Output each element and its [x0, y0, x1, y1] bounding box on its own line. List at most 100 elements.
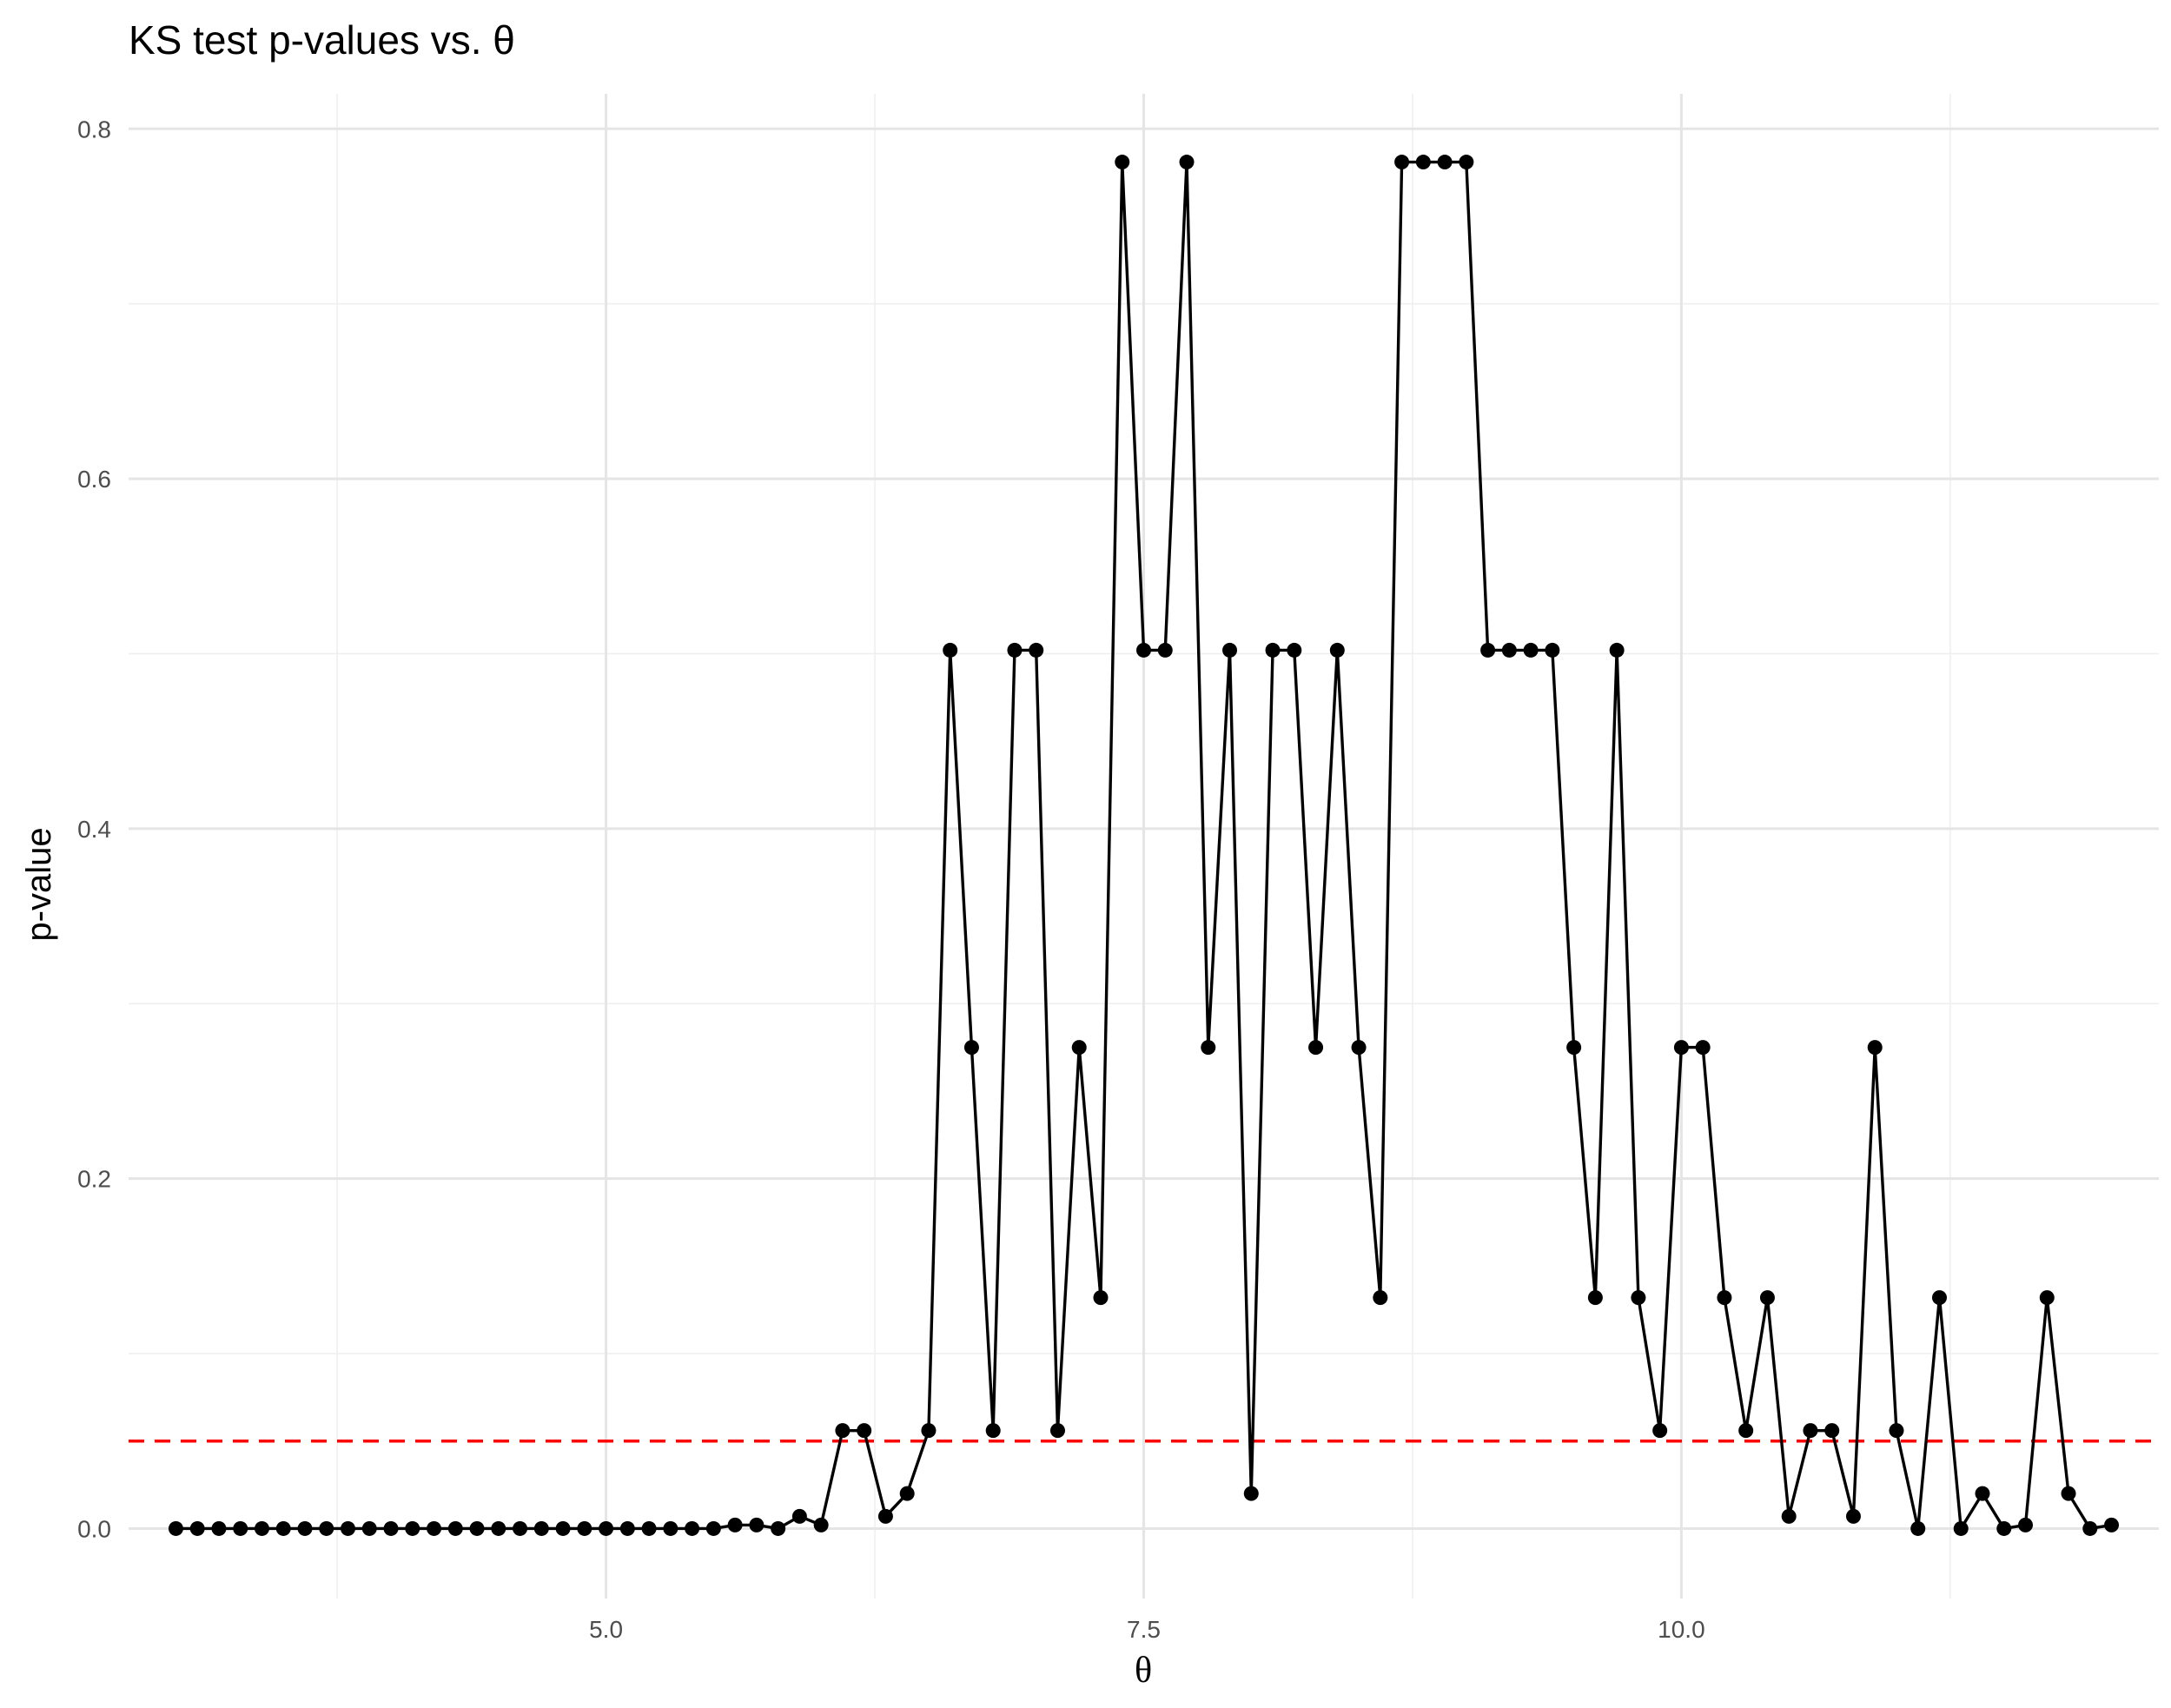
data-point: [491, 1520, 506, 1536]
data-point: [1049, 1423, 1065, 1439]
data-point: [1459, 155, 1474, 170]
x-tick-label: 10.0: [1658, 1616, 1705, 1643]
data-point: [1071, 1040, 1087, 1056]
data-point: [168, 1520, 183, 1536]
data-point: [1695, 1040, 1711, 1056]
data-point: [749, 1517, 764, 1533]
y-tick-label: 0.2: [77, 1166, 111, 1193]
data-point: [1845, 1508, 1861, 1524]
y-tick-label: 0.8: [77, 116, 111, 142]
data-point: [577, 1520, 592, 1536]
data-point: [254, 1520, 269, 1536]
data-point: [1803, 1423, 1818, 1439]
data-point: [985, 1423, 1001, 1439]
x-axis-title: θ: [1135, 1651, 1152, 1691]
y-axis-tick-labels: 0.0 0.2 0.4 0.6 0.8: [77, 116, 111, 1542]
data-point: [1631, 1290, 1646, 1306]
data-point: [233, 1520, 248, 1536]
data-point: [2082, 1520, 2098, 1536]
y-tick-label: 0.6: [77, 466, 111, 493]
data-point: [447, 1520, 463, 1536]
x-axis-tick-labels: 5.0 7.5 10.0: [589, 1616, 1705, 1643]
data-point: [1759, 1290, 1775, 1306]
data-point: [943, 642, 958, 658]
data-point: [361, 1520, 377, 1536]
data-point: [1587, 1290, 1603, 1306]
data-point: [599, 1520, 614, 1536]
data-point: [1222, 642, 1238, 658]
data-point: [1824, 1423, 1840, 1439]
data-point: [877, 1508, 893, 1524]
chart-title: KS test p-values vs. θ: [129, 17, 515, 63]
data-point: [1029, 642, 1044, 658]
data-point: [1437, 155, 1453, 170]
data-point: [189, 1520, 205, 1536]
data-point: [921, 1423, 937, 1439]
data-point: [771, 1520, 786, 1536]
data-point: [1201, 1040, 1216, 1056]
series-layer: [168, 155, 2120, 1536]
data-point: [641, 1520, 657, 1536]
data-point: [297, 1520, 313, 1536]
data-point: [1007, 642, 1023, 658]
data-point: [857, 1423, 872, 1439]
data-point: [1566, 1040, 1582, 1056]
data-point: [1329, 642, 1345, 658]
y-axis-title: p-value: [20, 827, 58, 941]
data-point: [1781, 1508, 1797, 1524]
data-point: [513, 1520, 528, 1536]
data-point: [1996, 1520, 2012, 1536]
data-point: [813, 1517, 829, 1533]
data-point: [2104, 1517, 2120, 1533]
data-point: [211, 1520, 227, 1536]
data-point: [1157, 642, 1173, 658]
data-point: [1523, 642, 1539, 658]
data-point: [1394, 155, 1410, 170]
data-point: [275, 1520, 291, 1536]
data-point: [727, 1517, 743, 1533]
data-point: [1717, 1290, 1732, 1306]
data-point: [405, 1520, 420, 1536]
data-point: [555, 1520, 571, 1536]
data-point: [341, 1520, 356, 1536]
data-point: [533, 1520, 549, 1536]
data-point: [899, 1486, 915, 1501]
data-point: [1501, 642, 1517, 658]
data-point: [1609, 642, 1625, 658]
data-point: [619, 1520, 635, 1536]
data-point: [1889, 1423, 1904, 1439]
data-point: [1867, 1040, 1883, 1056]
data-point: [2018, 1517, 2034, 1533]
data-point: [2061, 1486, 2076, 1501]
data-point: [1910, 1520, 1926, 1536]
data-point: [1115, 155, 1130, 170]
data-point: [1415, 155, 1431, 170]
data-point: [963, 1040, 979, 1056]
data-point: [1545, 642, 1560, 658]
data-point: [1243, 1486, 1259, 1501]
data-point: [1265, 642, 1281, 658]
data-point: [1480, 642, 1496, 658]
data-point: [469, 1520, 485, 1536]
y-tick-label: 0.0: [77, 1515, 111, 1542]
data-point: [1931, 1290, 1947, 1306]
data-point: [1975, 1486, 1990, 1501]
data-point: [1953, 1520, 1969, 1536]
data-point: [1351, 1040, 1367, 1056]
data-point: [319, 1520, 334, 1536]
data-point: [1136, 642, 1151, 658]
major-grid: [129, 94, 2159, 1599]
data-point: [1373, 1290, 1388, 1306]
data-point: [1287, 642, 1302, 658]
y-tick-label: 0.4: [77, 816, 111, 843]
data-point: [1738, 1423, 1754, 1439]
data-point: [1673, 1040, 1689, 1056]
data-point: [1652, 1423, 1668, 1439]
data-point: [663, 1520, 678, 1536]
data-point: [1093, 1290, 1109, 1306]
data-point: [2039, 1290, 2055, 1306]
x-tick-label: 7.5: [1127, 1616, 1161, 1643]
data-point: [705, 1520, 721, 1536]
data-point: [1179, 155, 1195, 170]
